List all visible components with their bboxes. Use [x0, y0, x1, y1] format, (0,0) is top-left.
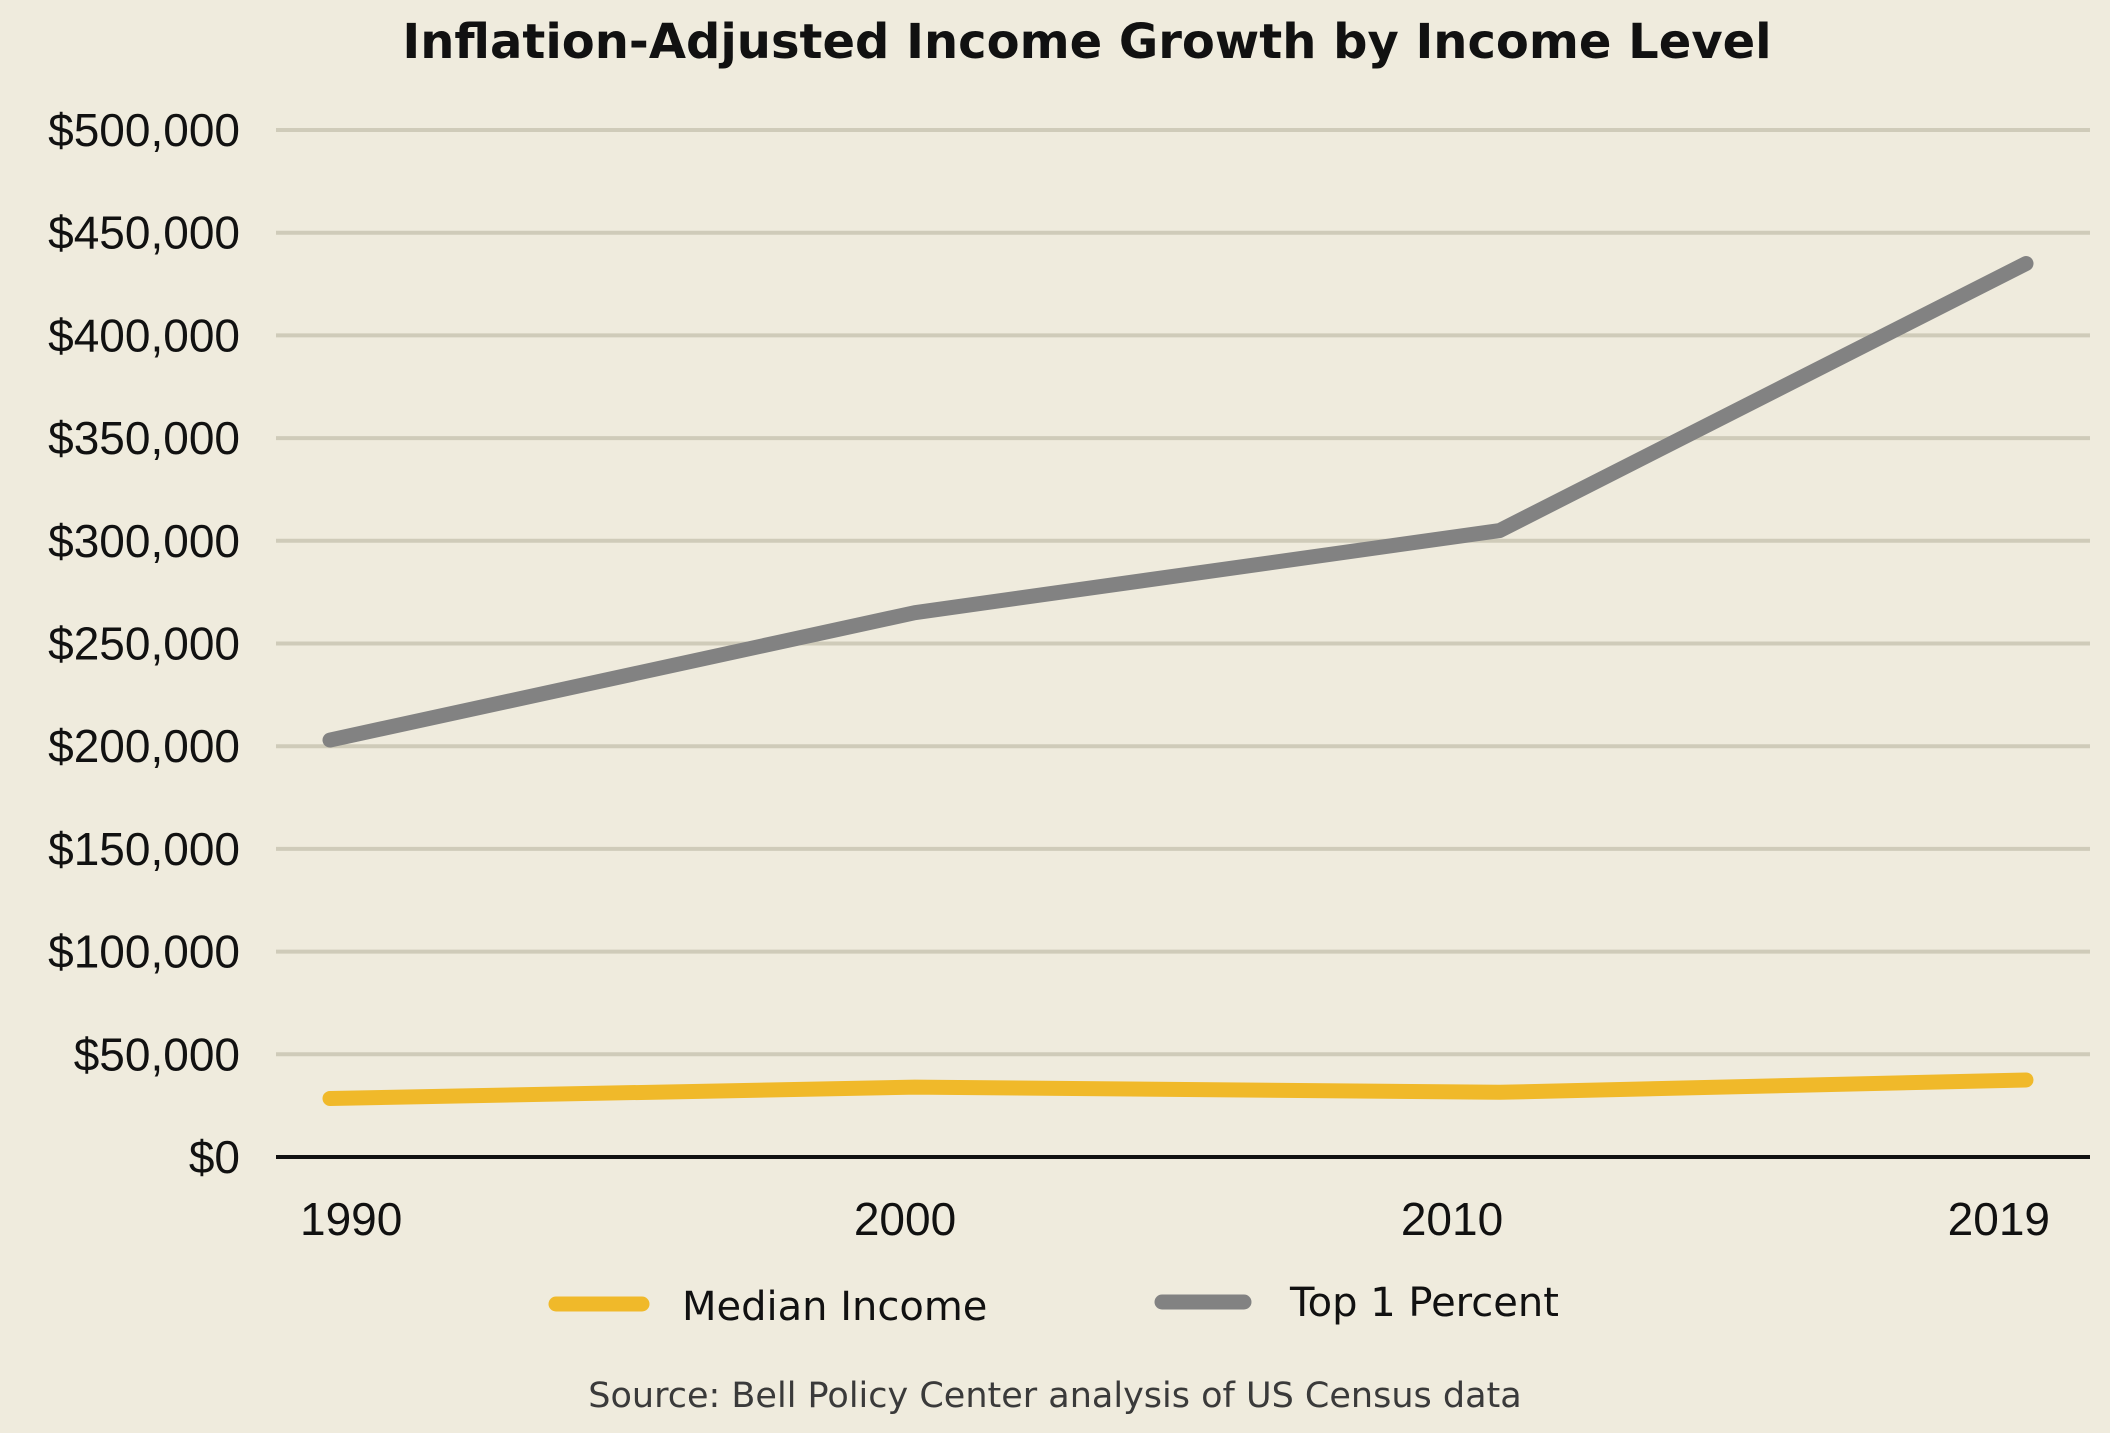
legend-label: Median Income — [682, 1284, 987, 1330]
y-tick-label: $50,000 — [74, 1028, 240, 1080]
y-tick-label: $500,000 — [48, 104, 240, 156]
x-tick-label: 1990 — [300, 1193, 402, 1245]
series-lines — [322, 256, 2034, 1106]
y-tick-label: $350,000 — [48, 412, 240, 464]
source-note: Source: Bell Policy Center analysis of U… — [588, 1376, 1521, 1416]
legend: Median Income Top 1 Percent — [548, 1280, 1559, 1330]
y-tick-label: $0 — [189, 1131, 240, 1183]
x-tick-label: 2019 — [1948, 1193, 2050, 1245]
series-line-top-1-percent — [322, 256, 2034, 748]
y-tick-label: $450,000 — [48, 207, 240, 259]
y-tick-label: $300,000 — [48, 515, 240, 567]
x-tick-label: 2010 — [1401, 1193, 1503, 1245]
x-tick-label: 2000 — [854, 1193, 956, 1245]
legend-label: Top 1 Percent — [1289, 1280, 1559, 1326]
y-tick-label: $150,000 — [48, 823, 240, 875]
chart-title: Inflation-Adjusted Income Growth by Inco… — [402, 14, 1771, 70]
y-tick-label: $400,000 — [48, 309, 240, 361]
series-line-median-income — [322, 1072, 2034, 1106]
y-tick-label: $250,000 — [48, 618, 240, 670]
x-axis-ticks: 1990 2000 2010 2019 — [300, 1193, 2050, 1245]
y-tick-label: $200,000 — [48, 720, 240, 772]
y-axis-ticks: $0 $50,000 $100,000 $150,000 $200,000 $250,00… — [48, 104, 240, 1183]
gridlines — [276, 128, 2090, 1057]
y-tick-label: $100,000 — [48, 926, 240, 978]
